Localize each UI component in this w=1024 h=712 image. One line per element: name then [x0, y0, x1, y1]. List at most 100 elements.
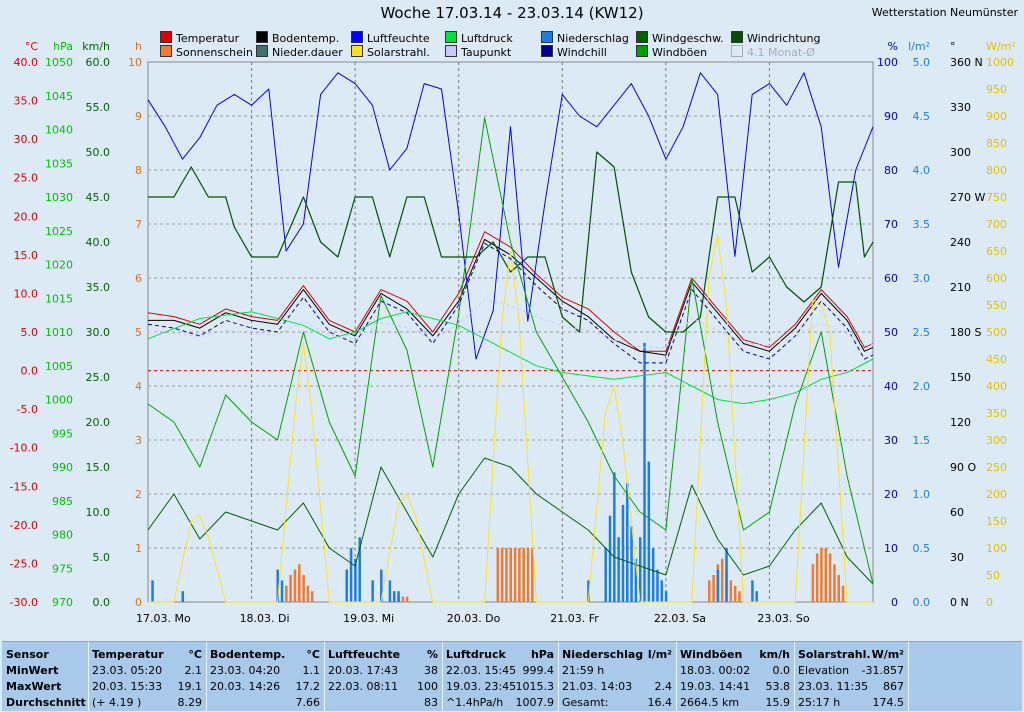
axis-tick-label: 15.0 [86, 461, 111, 474]
axis-tick-label: 25.0 [14, 172, 39, 185]
axis-tick-label: 35.0 [86, 281, 111, 294]
stats-value: 8.29 [177, 696, 203, 709]
bar-niederschlag [716, 569, 720, 602]
stats-value: 53.8 [765, 680, 791, 693]
series-line-windben [147, 117, 874, 585]
bar-sonnenschein [841, 585, 845, 602]
stats-value: 7.66 [295, 696, 321, 709]
stats-sensor-name: Bodentemp. [210, 648, 286, 661]
axis-tick-label: 700 [986, 218, 1007, 231]
axis-tick-label: 2.5 [913, 326, 931, 339]
legend-item: Luftfeuchte [351, 31, 430, 45]
axis-tick-label: 0 [891, 596, 898, 609]
axis-tick-label: 10 [128, 56, 142, 69]
bar-sonnenschein [293, 569, 297, 602]
legend-item: Luftdruck [445, 31, 513, 45]
bar-niederschlag [388, 580, 392, 602]
bar-niederschlag [656, 569, 659, 602]
bar-niederschlag [587, 580, 590, 602]
bar-niederschlag [397, 591, 400, 602]
bar-niederschlag [751, 580, 754, 602]
legend-item: Nieder.dauer [256, 45, 343, 59]
axis-tick-label: 90 [884, 110, 898, 123]
bar-sonnenschein [298, 564, 301, 602]
stats-row-label: MaxWert [6, 680, 62, 693]
legend-swatch [256, 45, 268, 57]
stats-value: 19.1 [177, 680, 203, 693]
bar-sonnenschein [285, 585, 288, 602]
bar-sonnenschein [729, 580, 733, 602]
stats-row: 7.66 [210, 696, 321, 712]
stats-time: 19.03. 14:41 [680, 680, 751, 693]
axis-tick-label: 25.0 [86, 371, 111, 384]
stats-row: 19.03. 23:45 1015.3 [446, 680, 554, 696]
stats-unit: hPa [530, 648, 554, 661]
stats-row: 25:17 h 174.5 [798, 696, 904, 712]
stats-time: 23.03. 11:35 [798, 680, 869, 693]
axis-tick-label: 5.0 [913, 56, 931, 69]
axis-tick-label: -15.0 [10, 480, 38, 493]
series-line-windrichtung [148, 151, 874, 333]
station-name: Wetterstation Neumünster [871, 6, 1018, 19]
x-axis-label: 23.03. So [757, 612, 809, 625]
stats-row: MinWert [6, 664, 84, 680]
bar-niederschlag [151, 580, 154, 602]
bar-niederschlag [181, 591, 185, 602]
axis-unit-label: ° [950, 40, 956, 53]
stats-row: Elevation -31.857 [798, 664, 904, 680]
axis-tick-label: 1025 [45, 225, 73, 238]
bar-niederschlag [626, 483, 629, 602]
stats-value: 2.4 [654, 680, 673, 693]
bar-sonnenschein [513, 548, 517, 602]
axis-tick-label: 30.0 [86, 326, 111, 339]
stats-time: 20.03. 15:33 [92, 680, 163, 693]
x-axis-label: 22.03. Sa [654, 612, 706, 625]
stats-sensor-name: Niederschlag [562, 648, 644, 661]
stats-sensor-name: Luftfeuchte [328, 648, 401, 661]
stats-time: 18.03. 00:02 [680, 664, 751, 677]
legend-item: Windchill [541, 45, 607, 59]
axis-tick-label: 990 [52, 461, 73, 474]
legend-item: 4.1 Monat-Ø [731, 45, 815, 59]
stats-column: Temperatur °C 23.03. 05:20 2.1 20.03. 15:33 1… [88, 642, 207, 711]
axis-tick-label: 120 [950, 416, 971, 429]
axis-tick-label: 0 [135, 596, 142, 609]
stats-row: 20.03. 14:26 17.2 [210, 680, 320, 696]
axis-tick-label: 5.0 [93, 551, 111, 564]
axis-tick-label: 1000 [45, 394, 73, 407]
axis-tick-label: 35.0 [14, 95, 39, 108]
legend-swatch [445, 31, 457, 43]
legend-item: Windböen [636, 45, 707, 59]
legend-label: Nieder.dauer [272, 46, 343, 59]
axis-tick-label: 5 [135, 326, 142, 339]
series-line-bodentemp [148, 238, 874, 356]
stats-header: Niederschlag l/m² [562, 648, 672, 664]
legend-item: Bodentemp. [256, 31, 339, 45]
axis-tick-label: 80 [884, 164, 898, 177]
bar-niederschlag [371, 580, 374, 602]
bar-niederschlag [380, 569, 383, 602]
axis-tick-label: 0.0 [21, 365, 39, 378]
stats-row: MaxWert [6, 680, 84, 696]
axis-tick-label: 0.0 [93, 596, 111, 609]
legend-label: Windgeschw. [652, 32, 724, 45]
stats-value: 100 [417, 680, 438, 693]
axis-unit-label: °C [25, 40, 39, 53]
axis-tick-label: 8 [135, 164, 142, 177]
axis-tick-label: 60 [884, 272, 898, 285]
stats-column: Luftfeuchte% 20.03. 17:43 38 22.03. 08:11 10… [324, 642, 443, 711]
axis-tick-label: 300 [986, 434, 1007, 447]
bar-sonnenschein [820, 548, 823, 602]
axis-tick-label: 0 N [950, 596, 969, 609]
series-line-windchill [147, 242, 874, 364]
stats-unit: km/h [759, 648, 790, 661]
stats-value: 999.4 [522, 664, 555, 677]
legend-label: Sonnenschein [176, 46, 253, 59]
legend-label: Windchill [557, 46, 607, 59]
bar-sonnenschein [837, 575, 840, 602]
stats-value: 1015.3 [515, 680, 555, 693]
bar-niederschlag [725, 548, 728, 602]
axis-tick-label: 1 [135, 542, 142, 555]
axis-tick-label: 10.0 [86, 506, 111, 519]
stats-value: 2.1 [184, 664, 203, 677]
